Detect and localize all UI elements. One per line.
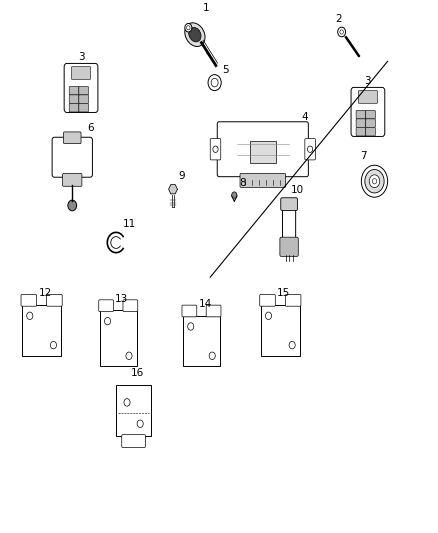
FancyBboxPatch shape bbox=[79, 86, 88, 95]
FancyBboxPatch shape bbox=[351, 87, 385, 136]
Bar bbox=[261, 305, 300, 356]
FancyBboxPatch shape bbox=[366, 110, 375, 119]
Circle shape bbox=[211, 78, 218, 87]
Ellipse shape bbox=[185, 23, 205, 46]
FancyBboxPatch shape bbox=[286, 294, 301, 306]
FancyBboxPatch shape bbox=[63, 174, 82, 187]
Text: 3: 3 bbox=[78, 52, 85, 62]
FancyBboxPatch shape bbox=[182, 305, 197, 317]
Circle shape bbox=[340, 30, 343, 34]
FancyBboxPatch shape bbox=[210, 139, 221, 160]
Bar bbox=[250, 141, 276, 163]
FancyBboxPatch shape bbox=[52, 138, 92, 177]
Text: 14: 14 bbox=[198, 299, 212, 309]
Bar bbox=[183, 316, 220, 367]
FancyBboxPatch shape bbox=[356, 119, 366, 127]
FancyBboxPatch shape bbox=[358, 91, 378, 103]
Circle shape bbox=[104, 318, 110, 325]
FancyBboxPatch shape bbox=[69, 86, 79, 95]
Text: 11: 11 bbox=[123, 219, 136, 229]
FancyBboxPatch shape bbox=[69, 95, 79, 103]
Text: 4: 4 bbox=[301, 111, 308, 122]
Text: 5: 5 bbox=[222, 64, 229, 75]
Circle shape bbox=[124, 399, 130, 406]
Circle shape bbox=[265, 312, 272, 320]
FancyBboxPatch shape bbox=[240, 174, 286, 188]
FancyBboxPatch shape bbox=[64, 132, 81, 144]
Circle shape bbox=[209, 352, 215, 360]
FancyBboxPatch shape bbox=[64, 63, 98, 112]
Circle shape bbox=[185, 23, 192, 32]
Circle shape bbox=[369, 175, 380, 188]
Circle shape bbox=[208, 75, 221, 91]
FancyBboxPatch shape bbox=[47, 294, 62, 306]
Circle shape bbox=[68, 200, 77, 211]
Text: 3: 3 bbox=[364, 76, 371, 86]
Bar bbox=[22, 305, 61, 356]
FancyBboxPatch shape bbox=[260, 294, 275, 306]
FancyBboxPatch shape bbox=[366, 127, 375, 136]
FancyBboxPatch shape bbox=[99, 300, 113, 311]
FancyBboxPatch shape bbox=[79, 103, 88, 112]
FancyBboxPatch shape bbox=[217, 122, 308, 177]
Text: 9: 9 bbox=[178, 171, 185, 181]
Text: 8: 8 bbox=[239, 178, 246, 188]
Circle shape bbox=[27, 312, 33, 320]
Circle shape bbox=[187, 26, 190, 30]
Ellipse shape bbox=[189, 27, 201, 42]
FancyBboxPatch shape bbox=[206, 305, 221, 317]
Text: 16: 16 bbox=[131, 368, 144, 378]
FancyBboxPatch shape bbox=[79, 95, 88, 103]
FancyBboxPatch shape bbox=[281, 198, 297, 211]
Circle shape bbox=[213, 146, 218, 152]
FancyBboxPatch shape bbox=[123, 300, 138, 311]
Circle shape bbox=[137, 420, 143, 427]
FancyBboxPatch shape bbox=[283, 206, 296, 241]
Polygon shape bbox=[169, 184, 177, 194]
FancyBboxPatch shape bbox=[366, 119, 375, 127]
Circle shape bbox=[289, 341, 295, 349]
Text: 2: 2 bbox=[335, 14, 342, 24]
Text: 6: 6 bbox=[87, 123, 94, 133]
Circle shape bbox=[307, 146, 313, 152]
FancyBboxPatch shape bbox=[305, 139, 315, 160]
FancyBboxPatch shape bbox=[356, 110, 366, 119]
FancyBboxPatch shape bbox=[69, 103, 79, 112]
Text: 12: 12 bbox=[39, 288, 52, 298]
Text: 13: 13 bbox=[115, 294, 128, 304]
Circle shape bbox=[188, 323, 194, 330]
Circle shape bbox=[338, 27, 346, 37]
Circle shape bbox=[361, 165, 388, 197]
Bar bbox=[100, 310, 137, 367]
FancyBboxPatch shape bbox=[280, 237, 298, 256]
Text: 7: 7 bbox=[360, 151, 367, 161]
Bar bbox=[116, 385, 151, 436]
FancyBboxPatch shape bbox=[71, 67, 91, 79]
Text: 15: 15 bbox=[277, 288, 290, 298]
Text: 1: 1 bbox=[202, 3, 209, 13]
Circle shape bbox=[50, 341, 57, 349]
Circle shape bbox=[126, 352, 132, 360]
Circle shape bbox=[372, 179, 377, 184]
FancyBboxPatch shape bbox=[356, 127, 366, 136]
Circle shape bbox=[365, 169, 384, 193]
FancyBboxPatch shape bbox=[21, 294, 36, 306]
Circle shape bbox=[232, 192, 237, 198]
Text: 10: 10 bbox=[291, 184, 304, 195]
FancyBboxPatch shape bbox=[122, 435, 145, 448]
